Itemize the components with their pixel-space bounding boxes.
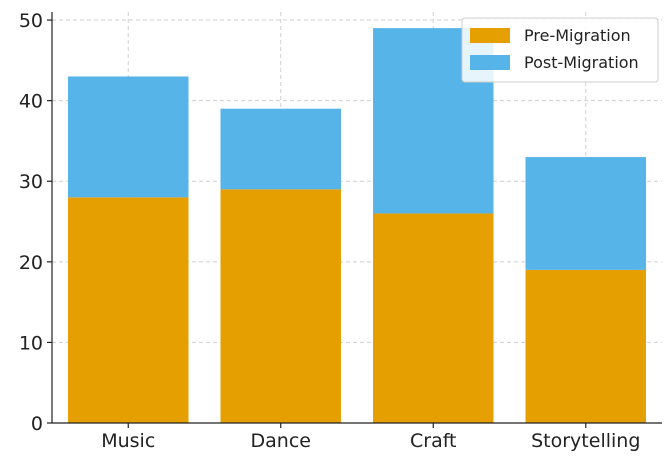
y-tick-label-10: 10 <box>19 332 43 354</box>
bar-post-migration-dance <box>220 108 341 190</box>
legend-label-post-migration: Post-Migration <box>524 53 639 72</box>
legend-box <box>461 17 659 83</box>
legend-label-pre-migration: Pre-Migration <box>524 26 631 45</box>
y-tick-label-30: 30 <box>19 171 43 193</box>
bar-pre-migration-craft <box>373 213 494 423</box>
tick-labels: 0 10 20 30 40 50 Music Dance Craft Storytelling <box>19 10 641 452</box>
y-tick-label-50: 50 <box>19 10 43 32</box>
legend-swatch-pre-migration <box>470 28 510 43</box>
bar-post-migration-storytelling <box>525 157 646 270</box>
x-tick-label-craft: Craft <box>410 430 457 452</box>
axes <box>51 12 662 424</box>
bars <box>68 28 646 423</box>
bar-post-migration-music <box>68 76 189 198</box>
legend: Pre-Migration Post-Migration <box>461 17 659 83</box>
x-tick-label-music: Music <box>101 430 155 452</box>
bar-pre-migration-music <box>68 197 189 423</box>
x-tick-label-dance: Dance <box>251 430 311 452</box>
legend-swatch-post-migration <box>470 55 510 70</box>
bar-pre-migration-storytelling <box>525 269 646 423</box>
y-tick-label-40: 40 <box>19 91 43 113</box>
x-tick-label-storytelling: Storytelling <box>531 430 640 452</box>
bar-pre-migration-dance <box>220 189 341 423</box>
y-tick-label-0: 0 <box>31 413 43 435</box>
y-tick-label-20: 20 <box>19 252 43 274</box>
